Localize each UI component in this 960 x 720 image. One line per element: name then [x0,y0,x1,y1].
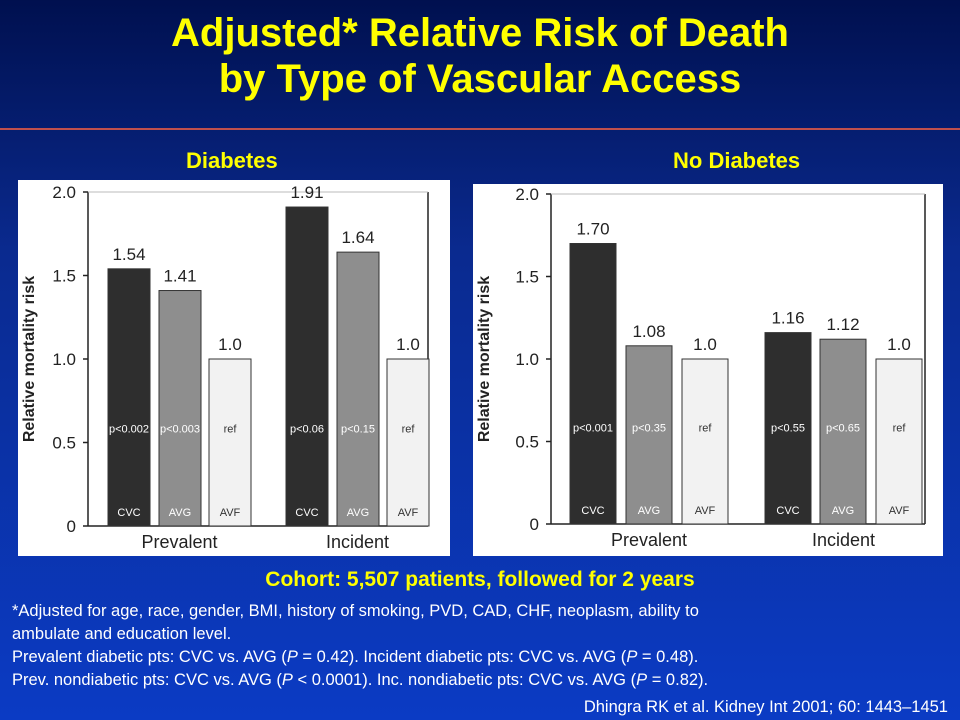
bar-incident-cvc [285,206,329,527]
bar-value-label: 1.41 [163,267,196,286]
y-tick-label: 2.0 [52,183,76,202]
bar-category-label: CVC [117,507,140,519]
panel-title-diabetes: Diabetes [186,148,278,173]
y-tick-label: 0.5 [52,434,76,453]
bar-value-label: 1.0 [693,335,717,354]
bar-value-label: 1.0 [396,335,420,354]
y-tick-label: 0 [530,515,539,534]
slide-title: Adjusted* Relative Risk of Death by Type… [0,10,960,102]
bar-p-value-label: ref [699,423,713,435]
y-tick-label: 1.0 [515,350,539,369]
y-tick-label: 0.5 [515,433,539,452]
chart-diabetes: 0 0.5 1.0 1.5 2.0 Relative mortality risk 1.54… [18,180,450,556]
y-tick-label: 2.0 [515,185,539,204]
bar-value-label: 1.16 [771,309,804,328]
bar-prevalent-cvc [569,243,617,525]
bar-incident-cvc [764,332,812,525]
bar-p-value-label: p<0.65 [826,423,860,435]
footnotes: *Adjusted for age, race, gender, BMI, hi… [12,600,952,692]
bar-category-label: AVF [889,505,910,517]
bar-prevalent-avf [208,358,252,527]
bar-p-value-label: p<0.06 [290,424,324,436]
bar-value-label: 1.54 [112,245,145,264]
footnote-line-1: *Adjusted for age, race, gender, BMI, hi… [12,602,699,620]
note4-p-b: P [636,671,648,689]
bar-incident-avf [875,358,923,525]
y-tick-label: 1.5 [52,267,76,286]
note3-text-a: Prevalent diabetic pts: CVC vs. AVG ( [12,648,287,666]
bar-value-label: 1.08 [632,322,665,341]
y-tick-label: 0 [67,517,76,536]
group-label: Prevalent [141,532,217,552]
bar-category-label: AVG [169,507,191,519]
group-label: Incident [326,532,389,552]
bar-category-label: CVC [581,505,604,517]
note3-text-b: = 0.42). Incident diabetic pts: CVC vs. … [297,648,627,666]
chart-no-diabetes: 0 0.5 1.0 1.5 2.0 Relative mortality risk 1.70… [473,184,943,556]
bar-prevalent-cvc [107,268,151,527]
chart-no-diabetes-svg: 0 0.5 1.0 1.5 2.0 Relative mortality risk 1.70… [476,185,926,550]
y-axis-label: Relative mortality risk [476,276,493,442]
note3-text-c: = 0.48). [637,648,699,666]
bar-category-label: CVC [776,505,799,517]
bar-category-label: AVF [220,507,241,519]
bar-prevalent-avg [158,290,202,527]
bar-p-value-label: p<0.15 [341,424,375,436]
group-label: Prevalent [611,530,687,550]
bar-incident-avf [386,358,430,527]
note4-text-a: Prev. nondiabetic pts: CVC vs. AVG ( [12,671,282,689]
footnote-line-4: Prev. nondiabetic pts: CVC vs. AVG (P < … [12,669,952,692]
bar-category-label: AVG [347,507,369,519]
y-axis-label: Relative mortality risk [21,276,38,442]
bar-value-label: 1.0 [218,335,242,354]
bar-category-label: AVG [832,505,854,517]
bar-category-label: AVG [638,505,660,517]
bar-p-value-label: p<0.35 [632,423,666,435]
note4-text-c: = 0.82). [647,671,709,689]
bar-p-value-label: p<0.002 [109,424,149,436]
bar-value-label: 1.64 [341,228,374,247]
note4-p-a: P [281,671,293,689]
title-divider [0,128,960,130]
footnote-line-2: ambulate and education level. [12,625,232,643]
footnote-line-3: Prevalent diabetic pts: CVC vs. AVG (P =… [12,646,952,669]
bar-p-value-label: ref [893,423,907,435]
title-line-2: by Type of Vascular Access [218,57,742,101]
bar-value-label: 1.91 [290,183,323,202]
chart-diabetes-svg: 0 0.5 1.0 1.5 2.0 Relative mortality risk 1.54… [21,183,430,552]
bar-category-label: CVC [295,507,318,519]
bar-p-value-label: p<0.003 [160,424,200,436]
bar-prevalent-avf [681,358,729,525]
note3-p-a: P [286,648,298,666]
bar-value-label: 1.70 [576,220,609,239]
bar-category-label: AVF [695,505,716,517]
bar-incident-avg [336,251,380,527]
bar-incident-avg [819,338,867,525]
y-tick-label: 1.0 [52,350,76,369]
bar-p-value-label: p<0.55 [771,423,805,435]
cohort-summary: Cohort: 5,507 patients, followed for 2 y… [265,568,695,591]
bar-category-label: AVF [398,507,419,519]
note3-p-b: P [626,648,638,666]
bar-prevalent-avg [625,345,673,525]
title-line-1: Adjusted* Relative Risk of Death [171,11,789,55]
group-label: Incident [812,530,875,550]
bar-p-value-label: p<0.001 [573,423,613,435]
bar-value-label: 1.12 [826,315,859,334]
note4-text-b: < 0.0001). Inc. nondiabetic pts: CVC vs.… [292,671,637,689]
y-tick-label: 1.5 [515,268,539,287]
citation: Dhingra RK et al. Kidney Int 2001; 60: 1… [583,698,948,716]
bar-p-value-label: ref [224,424,238,436]
bar-value-label: 1.0 [887,335,911,354]
panel-title-no-diabetes: No Diabetes [673,148,801,173]
bar-p-value-label: ref [402,424,416,436]
